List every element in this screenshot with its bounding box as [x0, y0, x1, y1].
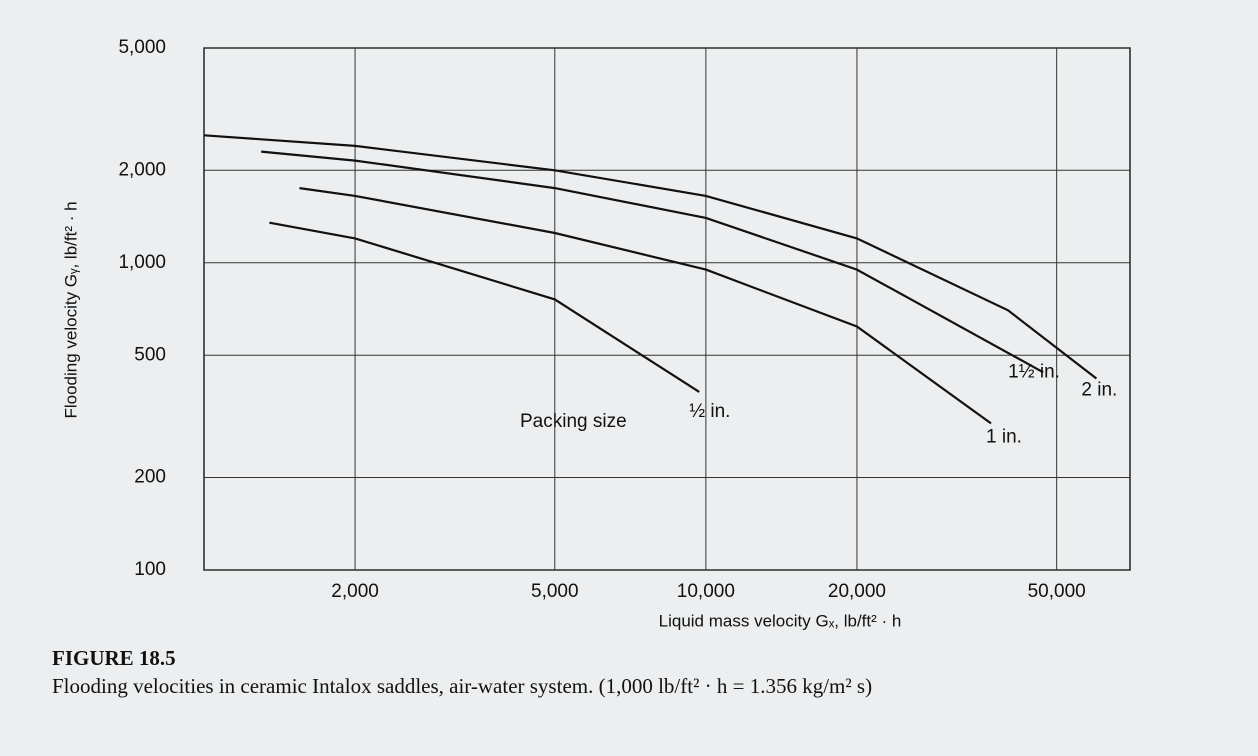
y-tick-label: 500 — [134, 344, 166, 365]
figure-label: FIGURE 18.5 — [52, 646, 176, 670]
x-tick-label: 20,000 — [828, 581, 886, 602]
legend-label: 2 in. — [1081, 380, 1117, 401]
plot-frame — [203, 47, 1131, 571]
y-axis-title: Flooding velocity Gᵧ, lb/ft² · h — [61, 201, 80, 418]
caption: Flooding velocities in ceramic Intalox s… — [52, 674, 872, 698]
legend-label: 1 in. — [986, 426, 1022, 447]
x-tick-label: 2,000 — [331, 581, 379, 602]
y-tick-label: 1,000 — [118, 252, 166, 273]
x-tick-label: 5,000 — [531, 581, 579, 602]
curve — [299, 187, 992, 425]
x-tick-label: 10,000 — [677, 581, 735, 602]
x-axis-title: Liquid mass velocity Gₓ, lb/ft² · h — [659, 611, 902, 630]
y-tick-label: 2,000 — [118, 159, 166, 180]
y-tick-label: 100 — [134, 559, 166, 580]
annotation: Packing size — [520, 411, 627, 432]
y-tick-label: 200 — [134, 467, 166, 488]
legend-label: 1½ in. — [1008, 361, 1060, 382]
curve — [269, 221, 700, 393]
x-tick-label: 50,000 — [1028, 581, 1086, 602]
legend-label: ½ in. — [689, 401, 730, 422]
curve — [261, 150, 1044, 374]
y-tick-label: 5,000 — [118, 37, 166, 58]
curve — [203, 134, 1098, 380]
